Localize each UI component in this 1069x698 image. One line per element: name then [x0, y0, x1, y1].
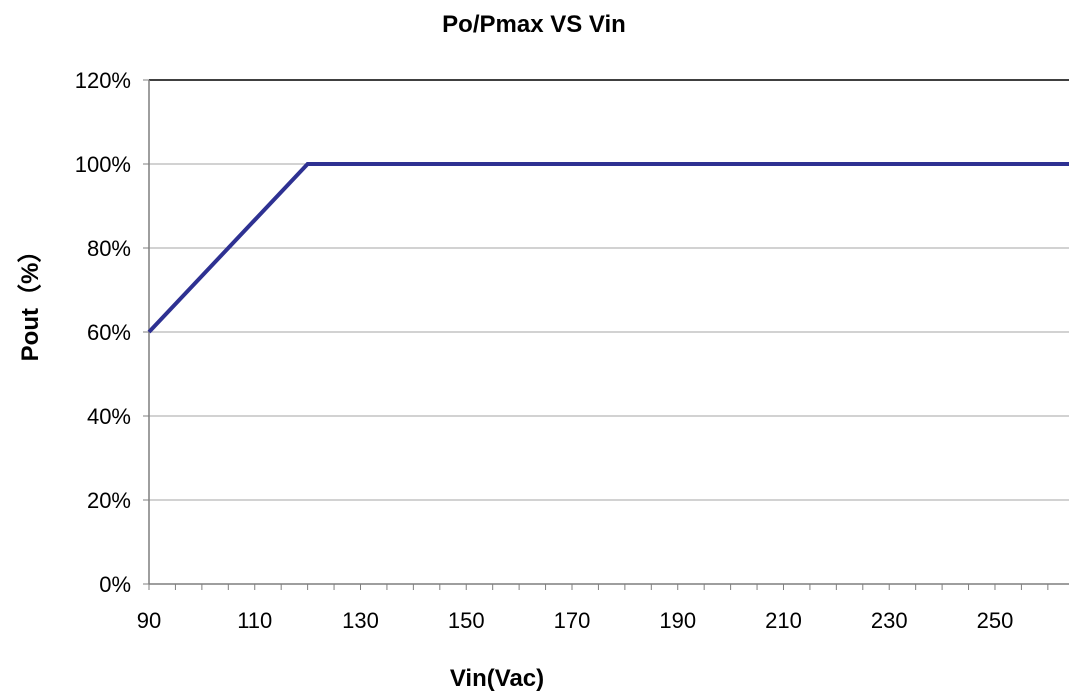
- x-tick-label-6: 210: [765, 608, 802, 633]
- y-tick-label-0: 0%: [99, 572, 131, 597]
- y-tick-labels: 0% 20% 40% 60% 80% 100% 120%: [75, 68, 131, 597]
- x-tick-label-4: 170: [554, 608, 591, 633]
- y-tick-label-5: 100%: [75, 152, 131, 177]
- y-tick-label-3: 60%: [87, 320, 131, 345]
- x-axis-title: Vin(Vac): [450, 665, 544, 692]
- y-axis-title: Pout（%）: [17, 239, 44, 362]
- x-tick-label-3: 150: [448, 608, 485, 633]
- y-tick-label-4: 80%: [87, 236, 131, 261]
- x-tick-label-5: 190: [659, 608, 696, 633]
- axes: [143, 79, 1069, 590]
- x-tick-label-8: 250: [977, 608, 1014, 633]
- y-tick-label-6: 120%: [75, 68, 131, 93]
- x-tick-label-0: 90: [137, 608, 161, 633]
- x-tick-label-2: 130: [342, 608, 379, 633]
- gridlines: [149, 79, 1069, 501]
- series-group: [147, 162, 1069, 334]
- chart-title: Po/Pmax VS Vin: [442, 11, 626, 38]
- x-tick-labels: 90 110 130 150 170 190 210 230 250: [137, 608, 1014, 633]
- x-tick-label-7: 230: [871, 608, 908, 633]
- y-tick-label-1: 20%: [87, 488, 131, 513]
- x-tick-label-1: 110: [237, 608, 272, 633]
- y-tick-label-2: 40%: [87, 404, 131, 429]
- series-line-0: [147, 162, 1069, 334]
